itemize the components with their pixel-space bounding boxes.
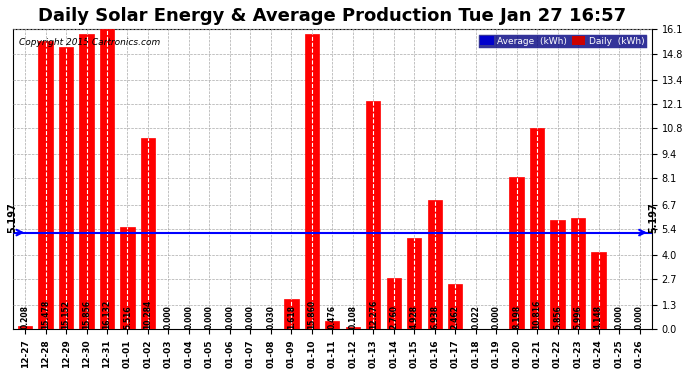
Text: 5.996: 5.996 — [573, 305, 582, 328]
Bar — [325, 321, 339, 330]
Bar — [407, 238, 422, 330]
Text: 0.476: 0.476 — [328, 304, 337, 328]
Bar — [18, 326, 32, 330]
Bar — [100, 28, 114, 330]
Bar — [591, 252, 606, 330]
Title: Daily Solar Energy & Average Production Tue Jan 27 16:57: Daily Solar Energy & Average Production … — [38, 7, 627, 25]
Text: 1.618: 1.618 — [287, 304, 296, 328]
Text: 0.108: 0.108 — [348, 304, 357, 328]
Bar — [79, 34, 94, 330]
Bar — [448, 284, 462, 330]
Text: 0.208: 0.208 — [21, 304, 30, 328]
Bar — [509, 177, 524, 330]
Bar — [530, 128, 544, 330]
Bar — [305, 34, 319, 330]
Text: 10.284: 10.284 — [144, 299, 152, 328]
Text: 8.198: 8.198 — [512, 304, 521, 328]
Text: 0.000: 0.000 — [226, 304, 235, 328]
Text: 0.000: 0.000 — [492, 304, 501, 328]
Text: 5.856: 5.856 — [553, 305, 562, 328]
Text: 5.197: 5.197 — [7, 202, 17, 232]
Text: 15.478: 15.478 — [41, 299, 50, 328]
Bar — [571, 217, 585, 330]
Text: 0.000: 0.000 — [635, 304, 644, 328]
Text: 12.276: 12.276 — [368, 299, 378, 328]
Text: 0.030: 0.030 — [266, 304, 275, 328]
Text: 0.000: 0.000 — [205, 304, 214, 328]
Bar — [386, 278, 401, 330]
Text: 4.148: 4.148 — [594, 304, 603, 328]
Text: 15.860: 15.860 — [307, 299, 316, 328]
Text: 6.938: 6.938 — [431, 304, 440, 328]
Bar — [469, 329, 483, 330]
Bar — [346, 327, 360, 330]
Bar — [120, 226, 135, 330]
Text: 15.856: 15.856 — [82, 300, 91, 328]
Text: 0.000: 0.000 — [615, 304, 624, 328]
Text: 2.462: 2.462 — [451, 304, 460, 328]
Bar — [59, 47, 73, 330]
Text: 5.516: 5.516 — [123, 305, 132, 328]
Text: 5.197: 5.197 — [648, 202, 658, 232]
Text: 15.152: 15.152 — [61, 300, 70, 328]
Text: 16.132: 16.132 — [103, 299, 112, 328]
Bar — [551, 220, 565, 330]
Text: 0.000: 0.000 — [164, 304, 173, 328]
Bar — [284, 299, 299, 330]
Bar — [39, 41, 52, 330]
Bar — [428, 200, 442, 330]
Text: Copyright 2015 Cartronics.com: Copyright 2015 Cartronics.com — [19, 38, 161, 47]
Text: 0.022: 0.022 — [471, 304, 480, 328]
Text: 4.928: 4.928 — [410, 304, 419, 328]
Legend: Average  (kWh), Daily  (kWh): Average (kWh), Daily (kWh) — [477, 34, 647, 48]
Text: 2.760: 2.760 — [389, 304, 398, 328]
Bar — [366, 100, 380, 330]
Text: 0.000: 0.000 — [246, 304, 255, 328]
Text: 10.816: 10.816 — [533, 299, 542, 328]
Bar — [264, 329, 278, 330]
Bar — [141, 138, 155, 330]
Text: 0.000: 0.000 — [184, 304, 193, 328]
